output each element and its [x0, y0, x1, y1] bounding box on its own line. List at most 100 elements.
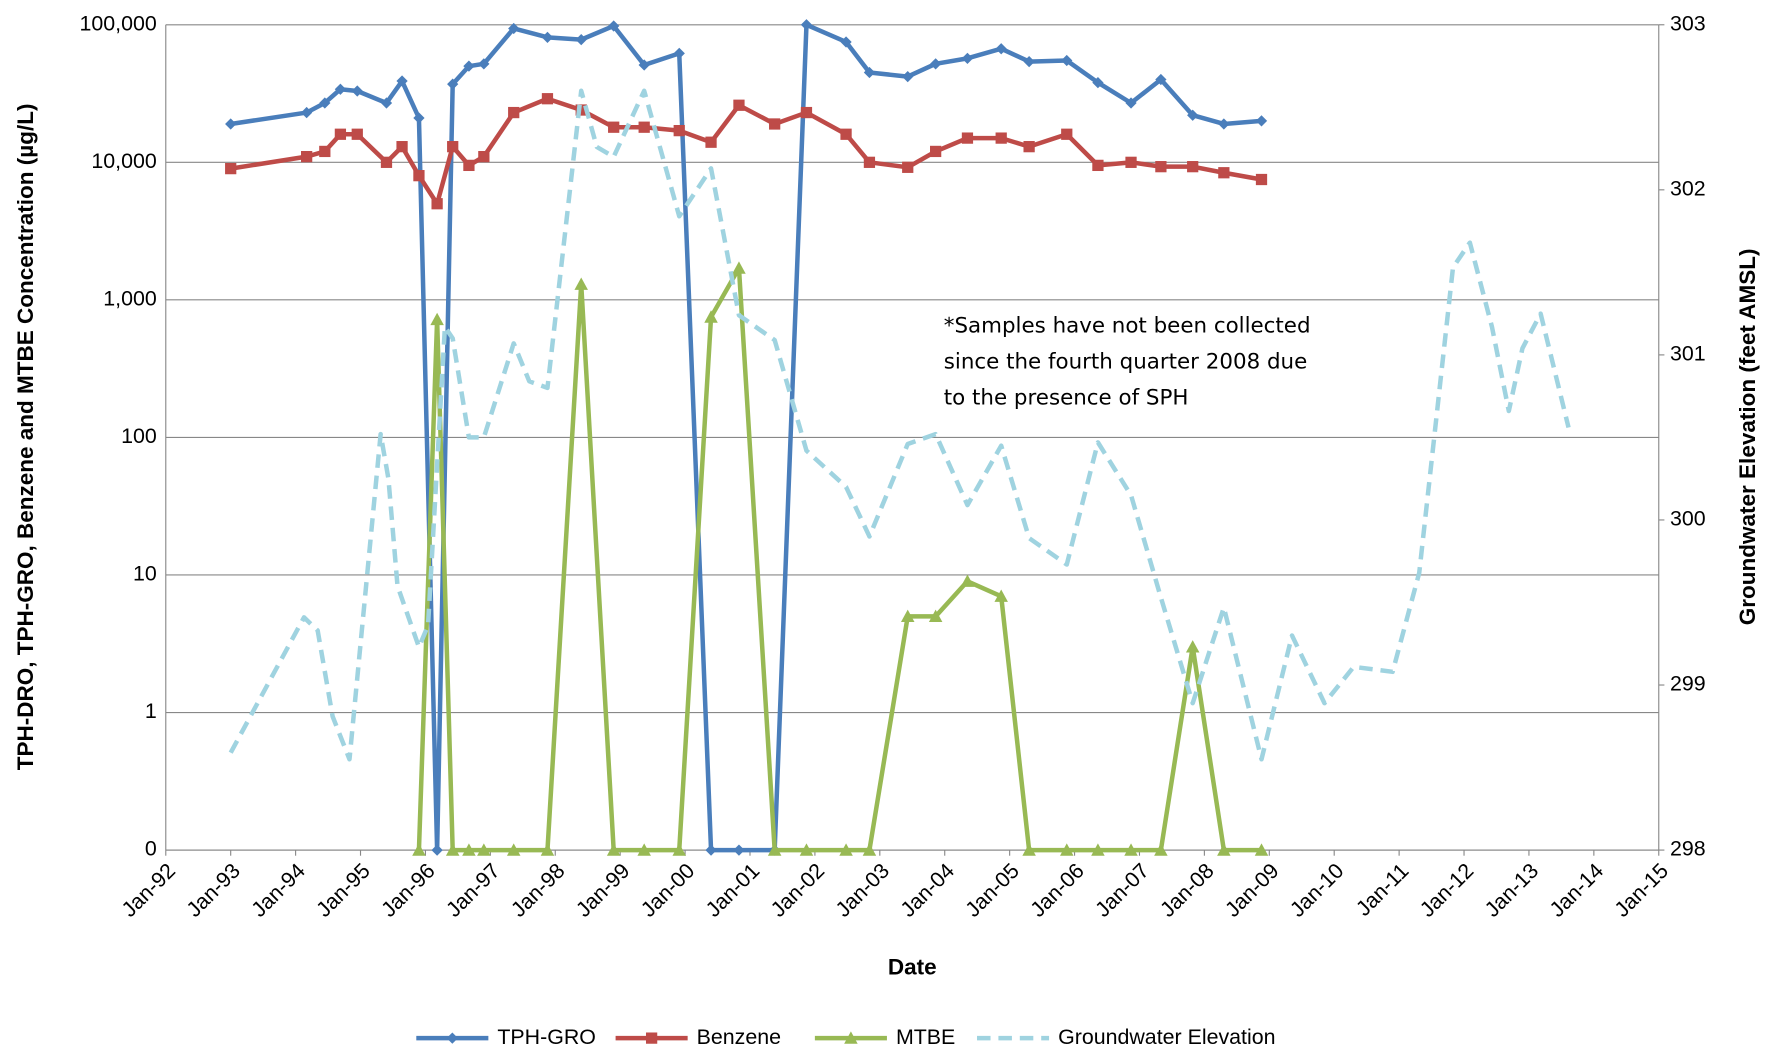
marker — [396, 75, 408, 87]
x-tick-label: Jan-07 — [1091, 859, 1154, 922]
marker — [225, 162, 237, 175]
x-tick-label: Jan-03 — [831, 859, 894, 922]
marker — [995, 43, 1007, 55]
x-tick-label: Jan-13 — [1480, 859, 1543, 922]
annotation: since the fourth quarter 2008 due — [944, 350, 1307, 375]
marker — [413, 112, 425, 124]
marker — [396, 141, 408, 153]
annotation: to the presence of SPH — [944, 386, 1189, 411]
x-tick-label: Jan-15 — [1610, 859, 1673, 922]
x-tick-label: Jan-98 — [506, 859, 569, 922]
marker — [733, 844, 745, 856]
marker — [413, 170, 425, 182]
y2-tick-label: 301 — [1670, 342, 1706, 366]
marker — [800, 19, 813, 31]
x-tick-label: Jan-04 — [896, 859, 959, 922]
marker — [319, 97, 331, 109]
marker — [1022, 843, 1036, 856]
x-tick-label: Jan-08 — [1155, 859, 1218, 922]
marker — [1092, 159, 1104, 172]
marker — [412, 843, 426, 856]
marker — [1061, 128, 1073, 140]
marker — [862, 843, 877, 856]
y-tick-label: 100,000 — [80, 11, 157, 35]
marker — [673, 47, 685, 59]
marker — [225, 118, 237, 130]
marker — [606, 843, 621, 856]
y2-tick-label: 303 — [1670, 11, 1706, 35]
marker — [319, 145, 331, 158]
legend-label: TPH-GRO — [497, 1025, 596, 1049]
x-tick-label: Jan-05 — [961, 859, 1024, 922]
x-tick-label: Jan-09 — [1220, 859, 1283, 922]
y-tick-label: 1,000 — [103, 287, 157, 311]
marker — [1023, 55, 1035, 68]
legend-item: Groundwater Elevation — [977, 1025, 1276, 1049]
y-tick-label: 10 — [133, 562, 157, 586]
marker — [1060, 843, 1074, 856]
marker — [902, 161, 914, 173]
marker — [447, 141, 459, 153]
x-tick-label: Jan-10 — [1285, 859, 1348, 922]
marker — [1154, 843, 1168, 856]
marker — [446, 1032, 458, 1044]
y2-tick-label: 302 — [1670, 176, 1706, 200]
marker — [478, 150, 490, 163]
legend-item: MTBE — [814, 1025, 955, 1049]
marker — [767, 843, 782, 856]
marker — [334, 128, 347, 140]
marker — [1125, 97, 1137, 109]
marker — [1187, 109, 1199, 121]
legend-label: MTBE — [896, 1025, 955, 1049]
marker — [863, 66, 876, 79]
marker — [1091, 843, 1105, 856]
x-tick-label: Jan-96 — [377, 859, 440, 922]
marker — [462, 843, 476, 856]
legend-item: Benzene — [615, 1025, 781, 1049]
series-line — [230, 96, 1262, 206]
y-tick-label: 1 — [145, 699, 157, 723]
marker — [844, 1031, 858, 1044]
marker — [672, 843, 686, 856]
marker — [1218, 167, 1230, 179]
x-tick-label: Jan-95 — [312, 859, 375, 922]
marker — [1124, 843, 1138, 856]
marker — [1155, 161, 1167, 173]
legend-label: Benzene — [697, 1025, 781, 1049]
marker — [540, 843, 555, 856]
marker — [608, 121, 620, 133]
series-line — [228, 88, 1571, 762]
x-axis-title: Date — [888, 954, 937, 979]
marker — [928, 609, 943, 623]
marker — [705, 844, 717, 856]
marker — [1217, 843, 1231, 856]
marker — [541, 93, 554, 105]
y-tick-label: 100 — [121, 424, 157, 448]
x-tick-label: Jan-00 — [636, 859, 699, 922]
x-tick-label: Jan-02 — [766, 859, 829, 922]
marker — [863, 156, 876, 168]
x-tick-label: Jan-93 — [182, 859, 245, 922]
y-tick-label: 0 — [145, 837, 157, 861]
legend-label: Groundwater Elevation — [1058, 1025, 1275, 1049]
marker — [961, 132, 974, 144]
marker — [463, 60, 475, 72]
marker — [994, 589, 1008, 602]
marker — [380, 156, 393, 168]
x-tick-label: Jan-94 — [247, 859, 310, 922]
y2-tick-label: 298 — [1670, 837, 1706, 861]
marker — [463, 159, 475, 172]
marker — [1255, 115, 1268, 127]
marker — [574, 277, 588, 290]
marker — [1023, 141, 1035, 153]
marker — [733, 99, 745, 111]
marker — [608, 20, 620, 32]
series-line — [230, 22, 1262, 853]
marker — [508, 106, 520, 119]
marker — [477, 843, 491, 856]
marker — [478, 58, 490, 70]
marker — [1125, 156, 1137, 168]
marker — [995, 132, 1007, 144]
x-tick-label: Jan-97 — [441, 859, 504, 922]
